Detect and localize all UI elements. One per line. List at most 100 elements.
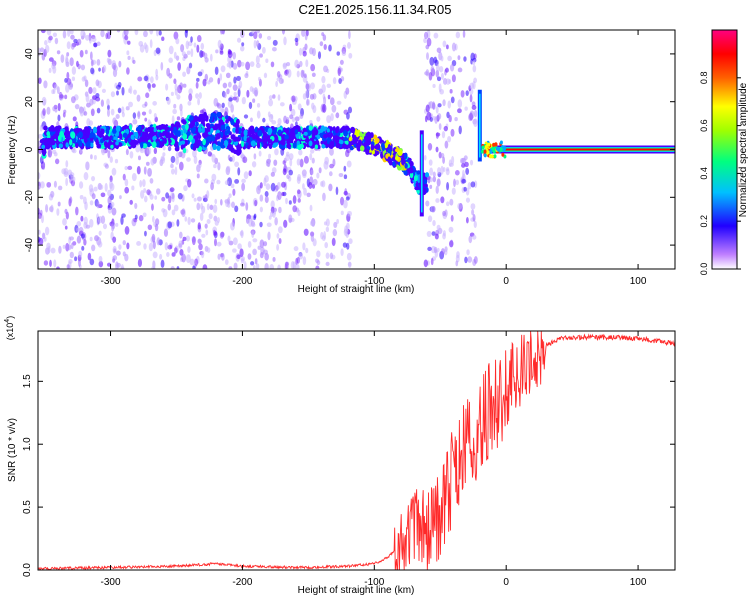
- spectrogram-cell: [197, 97, 200, 106]
- spectrogram-cell: [461, 178, 467, 184]
- spectrogram-cell: [185, 40, 190, 50]
- spectrogram-cell: [343, 199, 348, 209]
- spectrogram-cell: [348, 136, 353, 142]
- spectrogram-cell: [447, 135, 452, 143]
- spectrogram-cell: [69, 57, 74, 67]
- spectrogram-cell: [147, 224, 153, 231]
- spectrogram-cell: [175, 151, 181, 159]
- spectrogram-cell: [144, 101, 148, 107]
- spectrogram-cell: [159, 142, 163, 149]
- spectrogram-cell: [169, 187, 175, 193]
- spectrogram-cell: [311, 220, 316, 227]
- spectrogram-cell: [384, 142, 389, 149]
- spectrogram-cell: [117, 107, 122, 114]
- spectrogram-cell: [397, 149, 403, 157]
- spectrogram-cell: [232, 84, 238, 91]
- spectrogram-cell: [201, 127, 205, 134]
- spectrogram-cell: [350, 126, 356, 134]
- spectrogram-cell: [89, 98, 94, 106]
- spectrogram-cell: [303, 73, 307, 79]
- spectrogram-cell: [303, 228, 309, 236]
- spectrogram-cell: [234, 179, 240, 184]
- spectrogram-cell: [256, 141, 261, 149]
- y-tick-label: 20: [24, 96, 35, 108]
- spectrogram-cell: [287, 68, 292, 78]
- spectrogram-cell: [155, 30, 160, 37]
- spectrogram-cell: [178, 240, 183, 250]
- spectrogram-cell: [467, 256, 473, 263]
- spectrogram-cell: [115, 114, 120, 120]
- spectrogram-cell: [104, 163, 109, 169]
- spectrogram-cell: [64, 225, 68, 230]
- spectrogram-cell: [76, 221, 82, 227]
- spectrogram-cell: [252, 238, 258, 243]
- spectrogram-cell: [232, 62, 238, 70]
- spectrogram-cell: [464, 106, 468, 111]
- spectrogram-cell: [166, 252, 170, 257]
- spectrogram-cell: [256, 110, 261, 119]
- spectrogram-cell: [262, 46, 266, 54]
- spectrogram-cell: [84, 49, 88, 55]
- spectrogram-cell: [240, 152, 244, 159]
- spectrogram-cell: [152, 240, 156, 250]
- spectrogram-cell: [227, 81, 232, 88]
- spectrogram-cell: [471, 60, 476, 66]
- spectrogram-cell: [50, 190, 55, 198]
- spectrogram-cell: [343, 174, 348, 180]
- spectrogram-cell: [463, 56, 467, 62]
- spectrogram-cell: [116, 84, 121, 90]
- spectrogram-cell: [263, 72, 268, 79]
- spectrogram-cell: [78, 139, 83, 146]
- spectrogram-cell: [133, 131, 138, 137]
- spectrogram-cell: [182, 236, 187, 241]
- spectrogram-cell: [254, 258, 258, 265]
- spectrogram-cell: [278, 237, 282, 244]
- spectrogram-cell: [455, 260, 459, 267]
- spectrogram-cell: [335, 142, 341, 149]
- spectrogram-cell: [173, 247, 178, 254]
- spectrogram-cell: [98, 260, 104, 268]
- spectrogram-cell: [38, 172, 41, 180]
- spectrogram-cell: [134, 214, 138, 220]
- spectrogram-cell: [442, 210, 446, 217]
- spectrogram-cell: [111, 167, 117, 176]
- spectrogram-cell: [349, 145, 354, 151]
- spectrogram-cell: [348, 52, 353, 59]
- spectrogram-cell: [160, 259, 165, 268]
- spectrogram-cell: [374, 144, 380, 150]
- spectrogram-cell: [240, 256, 245, 262]
- spectrogram-cell: [132, 112, 137, 120]
- spectrogram-cell: [501, 152, 505, 157]
- spectrogram-cell: [75, 206, 79, 216]
- spectrogram-cell: [251, 161, 257, 168]
- spectrogram-cell: [321, 75, 326, 84]
- spectrogram-cell: [325, 218, 330, 227]
- spectrogram-cell: [166, 67, 171, 77]
- spectrogram-cell: [212, 229, 216, 236]
- spectrogram-cell: [46, 181, 52, 188]
- spectrogram-cell: [112, 236, 117, 243]
- spectrogram-cell: [44, 226, 50, 236]
- spectrogram-cell: [468, 113, 474, 122]
- spectrogram-cell: [79, 195, 84, 200]
- spectrogram-cell: [171, 115, 175, 124]
- spectrogram-cell: [276, 244, 280, 251]
- spectrogram-cell: [333, 221, 338, 229]
- spectrogram-cell: [96, 143, 102, 149]
- spectrogram-cell: [95, 79, 100, 87]
- spectrogram-cell: [198, 92, 202, 99]
- spectrogram-cell: [243, 134, 248, 142]
- spectrogram-cell: [322, 192, 326, 202]
- spectrogram-cell: [88, 120, 94, 126]
- spectrogram-cell: [446, 182, 450, 191]
- spectrogram-cell: [212, 204, 218, 213]
- spectrogram-cell: [144, 117, 148, 122]
- spectrogram-cell: [154, 223, 159, 232]
- spectrogram-cell: [56, 130, 60, 135]
- spectrogram-cell: [155, 74, 159, 81]
- spectrogram-cell: [451, 74, 456, 83]
- spectrogram-cell: [70, 242, 74, 250]
- spectrogram-cell: [391, 156, 397, 162]
- spectrogram-cell: [189, 258, 195, 266]
